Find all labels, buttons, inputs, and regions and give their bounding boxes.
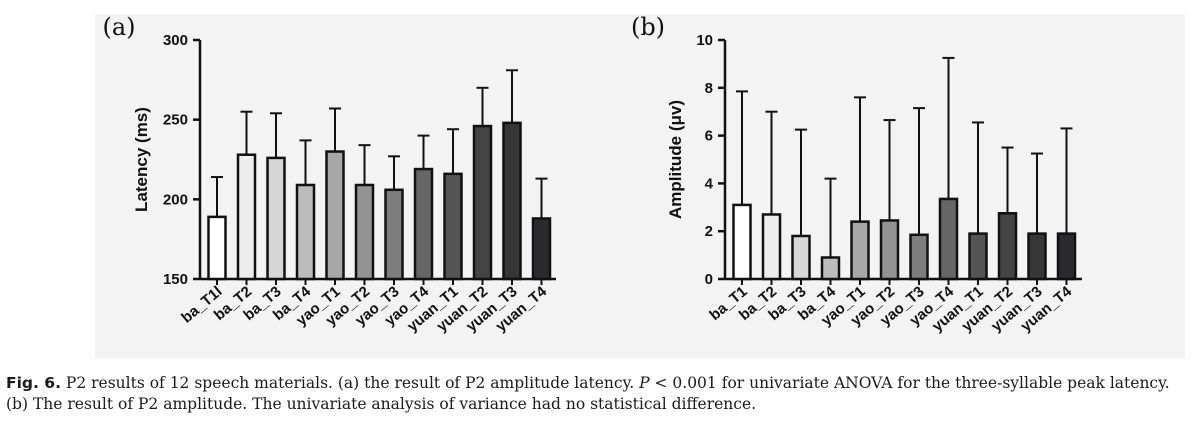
- bar: [968, 232, 988, 281]
- bar: [443, 172, 463, 281]
- bar: [472, 124, 493, 281]
- bar: [879, 219, 900, 281]
- bar: [266, 156, 286, 281]
- bar: [413, 167, 434, 281]
- y-tick-label: 300: [163, 32, 188, 49]
- bar: [502, 121, 522, 281]
- chart-amplitude: (b)Amplitude (μv)0246810ba_T1ba_T2ba_T3b…: [631, 13, 1082, 335]
- y-tick-label: 10: [696, 32, 713, 49]
- y-tick-label: 150: [163, 271, 188, 288]
- y-tick-label: 8: [705, 80, 713, 97]
- bar: [820, 256, 841, 281]
- bar: [850, 220, 870, 281]
- caption-text-1: P2 results of 12 speech materials. (a) t…: [60, 374, 640, 392]
- bar: [909, 233, 929, 281]
- chart-latency: (a)Latency (ms)150200250300ba_T1lba_T2ba…: [102, 13, 556, 335]
- caption-fig-label: Fig. 6.: [6, 374, 61, 392]
- y-axis-title: Amplitude (μv): [666, 100, 685, 219]
- bar: [354, 183, 375, 281]
- y-tick-label: 6: [705, 128, 713, 145]
- y-tick-label: 2: [705, 223, 713, 240]
- figure-caption: Fig. 6. P2 results of 12 speech material…: [6, 373, 1196, 415]
- bar: [1056, 232, 1077, 281]
- y-tick-label: 250: [163, 112, 188, 129]
- y-tick-label: 200: [163, 191, 188, 208]
- bar: [207, 215, 227, 281]
- bar: [791, 234, 811, 281]
- bar: [938, 197, 959, 281]
- panel-label: (b): [631, 13, 665, 41]
- bar: [384, 188, 404, 281]
- caption-p-symbol: P: [639, 374, 650, 392]
- bar: [531, 217, 552, 281]
- caption-text-2: < 0.001 for univariate ANOVA for the thr…: [6, 374, 1170, 413]
- y-tick-label: 4: [705, 175, 714, 192]
- y-tick-label: 0: [705, 271, 713, 288]
- bar: [761, 213, 782, 281]
- y-axis-title: Latency (ms): [132, 107, 151, 212]
- bar: [236, 153, 257, 281]
- bar: [997, 212, 1018, 281]
- bar: [295, 183, 316, 281]
- bar: [732, 203, 752, 281]
- panel-label: (a): [102, 13, 135, 41]
- bar: [325, 150, 345, 281]
- bar: [1027, 232, 1047, 281]
